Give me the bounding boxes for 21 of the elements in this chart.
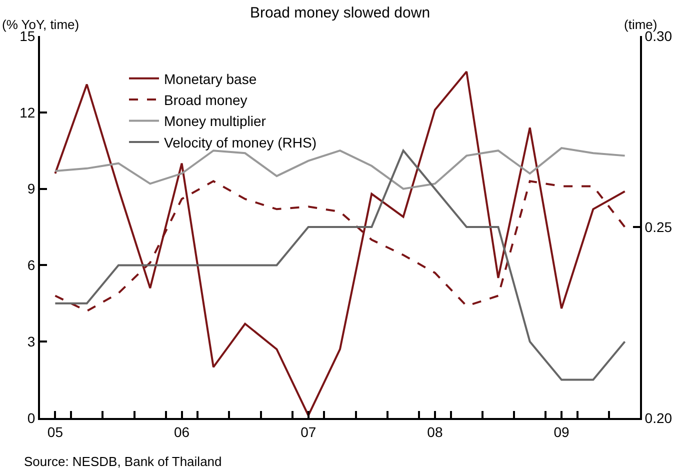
line-series	[54, 150, 626, 381]
legend-label: Monetary base	[164, 70, 257, 87]
y-axis-title: (% YoY, time)	[2, 17, 80, 32]
x-tick-label: 09	[554, 424, 570, 440]
y-tick-label: 0	[27, 410, 36, 426]
legend-label: Velocity of money (RHS)	[164, 134, 316, 150]
y2-tick-label: 0.25	[644, 218, 672, 235]
legend-label: Broad money	[164, 92, 248, 108]
x-tick-label: 07	[300, 424, 316, 440]
y-tick-label: 9	[27, 180, 36, 197]
y-tick-label: 12	[20, 104, 36, 120]
source-note: Source: NESDB, Bank of Thailand	[24, 454, 222, 468]
line-series	[54, 70, 626, 416]
legend-label: Money multiplier	[164, 113, 266, 130]
y-tick-label: 3	[27, 334, 36, 350]
y-tick-label: 6	[27, 257, 36, 274]
x-tick-label: 05	[47, 424, 64, 440]
x-tick-label: 06	[174, 424, 190, 440]
y2-tick-label: 0.20	[644, 410, 672, 426]
x-tick-label: 08	[427, 424, 443, 440]
chart-title: Broad money slowed down	[250, 4, 430, 22]
